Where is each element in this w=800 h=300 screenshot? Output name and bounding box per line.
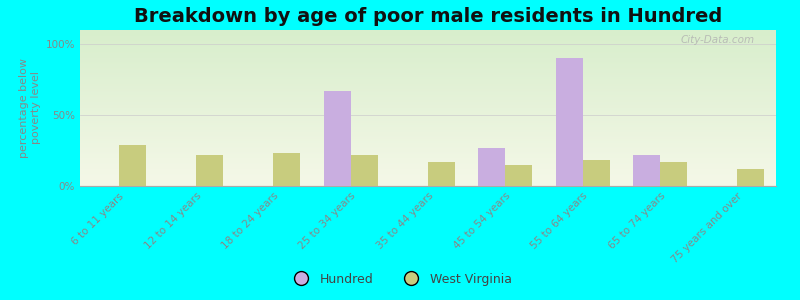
Bar — [555, 58, 582, 186]
Bar — [118, 145, 146, 186]
Text: City-Data.com: City-Data.com — [681, 35, 755, 45]
Bar — [738, 169, 764, 186]
Bar — [196, 155, 223, 186]
Y-axis label: percentage below
poverty level: percentage below poverty level — [19, 58, 42, 158]
Title: Breakdown by age of poor male residents in Hundred: Breakdown by age of poor male residents … — [134, 7, 722, 26]
Legend: Hundred, West Virginia: Hundred, West Virginia — [283, 268, 517, 291]
Bar — [428, 162, 455, 186]
Bar — [582, 160, 610, 186]
Bar — [633, 155, 660, 186]
Bar — [323, 91, 350, 186]
Bar — [478, 148, 506, 186]
Bar — [506, 165, 532, 186]
Bar — [274, 153, 300, 186]
Bar — [350, 155, 378, 186]
Bar — [660, 162, 687, 186]
